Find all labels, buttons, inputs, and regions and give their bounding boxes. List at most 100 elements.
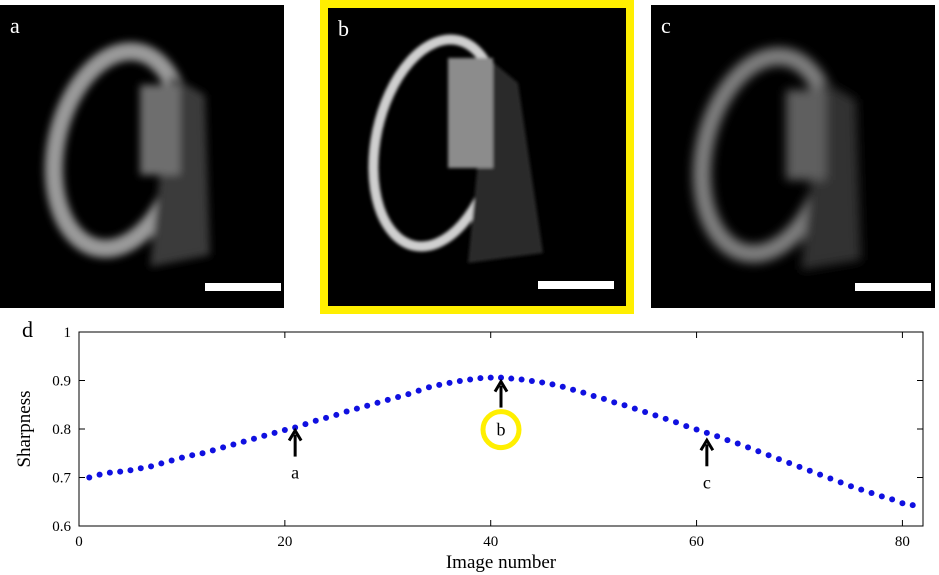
data-point — [446, 379, 453, 386]
data-point — [703, 429, 710, 436]
data-point — [847, 483, 854, 490]
data-point — [806, 467, 813, 474]
data-point — [148, 463, 155, 470]
chart-marks — [86, 374, 916, 509]
data-point — [580, 389, 587, 396]
chart-panel-label: d — [22, 317, 33, 342]
data-point — [353, 405, 360, 412]
micrograph-panel-c: c — [651, 5, 935, 308]
sharpness-chart: d 0 20 40 60 80 0.6 0.7 0.8 0.9 1 a b c Image numbe… — [14, 317, 924, 573]
chart-annotations: a b c — [287, 378, 715, 492]
panel-label: a — [10, 13, 20, 38]
annotation-arrowhead — [699, 437, 715, 452]
data-point — [127, 467, 134, 474]
data-point — [745, 444, 752, 451]
data-point — [405, 391, 412, 398]
scale-bar — [205, 283, 281, 291]
panel-label: c — [661, 13, 671, 38]
data-point — [600, 395, 607, 402]
data-point — [662, 415, 669, 422]
data-point — [621, 402, 628, 409]
data-point — [158, 460, 165, 467]
data-point — [909, 502, 916, 509]
data-point — [827, 475, 834, 482]
data-point — [467, 376, 474, 383]
panel-label: b — [338, 16, 349, 41]
data-point — [683, 423, 690, 430]
data-point — [240, 438, 247, 445]
data-point — [106, 469, 113, 476]
data-point — [477, 375, 484, 382]
data-point — [539, 379, 546, 386]
x-tick-label: 60 — [689, 534, 704, 550]
data-point — [364, 402, 371, 409]
annotation-label: c — [703, 472, 711, 492]
data-point — [395, 393, 402, 400]
annotation-arrowhead — [287, 427, 303, 442]
data-point — [498, 374, 504, 381]
x-tick-label: 40 — [483, 534, 498, 550]
cell-image-focused — [368, 34, 543, 263]
data-point — [559, 383, 566, 390]
data-point — [178, 454, 185, 461]
chart-axes: 0 20 40 60 80 0.6 0.7 0.8 0.9 1 — [52, 325, 924, 550]
annotation-label: b — [497, 420, 506, 440]
data-point — [549, 381, 556, 388]
data-point — [384, 396, 391, 403]
data-point — [590, 393, 597, 400]
y-tick-label: 0.7 — [52, 471, 71, 487]
data-point — [137, 465, 144, 472]
data-point — [878, 493, 885, 500]
data-point — [230, 441, 237, 448]
annotation-arrowhead — [493, 378, 509, 393]
data-point — [693, 426, 700, 433]
data-point — [323, 414, 330, 421]
data-point — [508, 375, 515, 382]
x-tick-label: 20 — [277, 534, 292, 550]
scale-bar — [538, 281, 614, 289]
data-point — [765, 452, 772, 459]
data-point — [189, 452, 196, 459]
data-point — [652, 412, 659, 419]
micrograph-panel-b: b — [320, 0, 634, 314]
data-point — [570, 386, 577, 393]
data-point — [642, 409, 649, 416]
data-point — [837, 479, 844, 486]
data-point — [518, 376, 525, 383]
cell-image-blurred — [692, 47, 861, 270]
y-axis-label: Sharpness — [14, 390, 35, 467]
cell-image-blurred — [44, 42, 210, 267]
data-point — [796, 463, 803, 470]
data-point — [889, 496, 896, 503]
y-tick-label: 0.6 — [52, 519, 71, 535]
data-point — [199, 450, 206, 457]
data-point — [374, 399, 381, 406]
data-point — [436, 381, 443, 388]
x-tick-label: 0 — [75, 534, 83, 550]
data-point — [456, 377, 463, 384]
data-point — [487, 374, 494, 381]
data-point — [724, 437, 731, 444]
data-point — [250, 435, 257, 442]
micrograph-panel-a: a — [0, 5, 284, 308]
data-point — [117, 468, 124, 475]
y-tick-label: 1 — [64, 325, 72, 341]
data-point — [281, 426, 288, 433]
data-point — [734, 440, 741, 447]
data-point — [868, 490, 875, 497]
data-point — [775, 456, 782, 463]
data-point — [220, 444, 227, 451]
y-tick-label: 0.9 — [52, 374, 71, 390]
data-point — [817, 471, 824, 478]
data-point — [209, 447, 216, 454]
scale-bar — [855, 283, 931, 291]
data-point — [786, 459, 793, 466]
data-point — [343, 408, 350, 415]
data-point — [271, 429, 278, 436]
data-point — [672, 419, 679, 426]
y-tick-label: 0.8 — [52, 422, 71, 438]
data-point — [302, 421, 309, 428]
data-point — [755, 448, 762, 455]
data-point — [714, 433, 721, 440]
data-point — [631, 405, 638, 412]
